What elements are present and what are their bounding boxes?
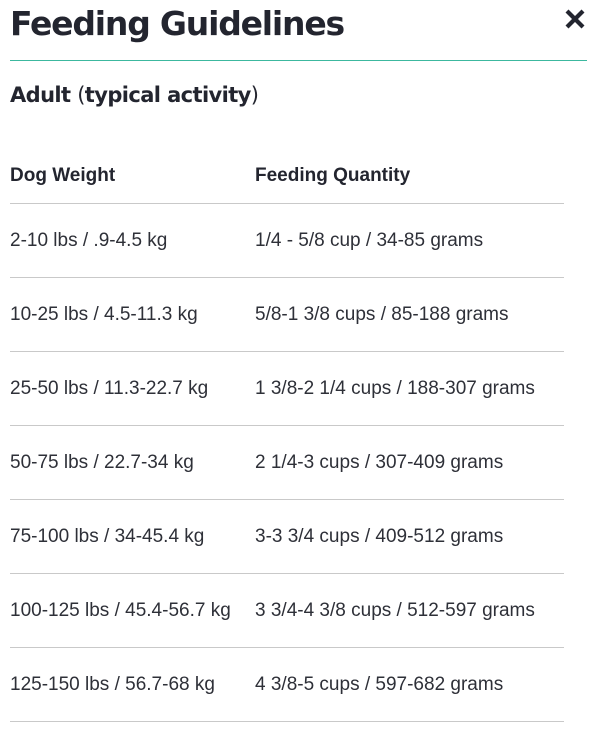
feeding-quantity-cell: 3-3 3/4 cups / 409-512 grams (255, 499, 564, 574)
section-heading: Adult (typical activity) (10, 80, 259, 110)
activity-label: typical activity (84, 83, 252, 107)
header-dog-weight: Dog Weight (10, 148, 255, 204)
feeding-quantity-cell: 3 3/4-4 3/8 cups / 512-597 grams (255, 573, 564, 648)
title-divider (10, 60, 587, 61)
table-row: 100-125 lbs / 45.4-56.7 kg 3 3/4-4 3/8 c… (10, 573, 564, 648)
table-row: 10-25 lbs / 4.5-11.3 kg 5/8-1 3/8 cups /… (10, 277, 564, 352)
table-row: 2-10 lbs / .9-4.5 kg 1/4 - 5/8 cup / 34-… (10, 203, 564, 278)
close-button[interactable] (562, 6, 588, 32)
feeding-quantity-cell: 2 1/4-3 cups / 307-409 grams (255, 425, 564, 500)
close-icon (565, 9, 585, 29)
header-feeding-quantity: Feeding Quantity (255, 148, 564, 204)
feeding-quantity-cell: 5/8-1 3/8 cups / 85-188 grams (255, 277, 564, 352)
close-paren: ) (250, 83, 259, 107)
table-row: 125-150 lbs / 56.7-68 kg 4 3/8-5 cups / … (10, 647, 564, 722)
dog-weight-cell: 2-10 lbs / .9-4.5 kg (10, 203, 255, 278)
life-stage-label: Adult (10, 83, 71, 107)
table-row: 50-75 lbs / 22.7-34 kg 2 1/4-3 cups / 30… (10, 425, 564, 500)
table-row: 75-100 lbs / 34-45.4 kg 3-3 3/4 cups / 4… (10, 499, 564, 574)
modal-title: Feeding Guidelines (10, 4, 345, 43)
dog-weight-cell: 50-75 lbs / 22.7-34 kg (10, 425, 255, 500)
dog-weight-cell: 75-100 lbs / 34-45.4 kg (10, 499, 255, 574)
table-header-row: Dog Weight Feeding Quantity (10, 148, 564, 204)
feeding-table: Dog Weight Feeding Quantity 2-10 lbs / .… (10, 148, 564, 722)
dog-weight-cell: 100-125 lbs / 45.4-56.7 kg (10, 573, 255, 648)
feeding-quantity-cell: 1 3/8-2 1/4 cups / 188-307 grams (255, 351, 564, 426)
dog-weight-cell: 25-50 lbs / 11.3-22.7 kg (10, 351, 255, 426)
dog-weight-cell: 10-25 lbs / 4.5-11.3 kg (10, 277, 255, 352)
table-row: 25-50 lbs / 11.3-22.7 kg 1 3/8-2 1/4 cup… (10, 351, 564, 426)
open-paren: ( (77, 83, 85, 107)
dog-weight-cell: 125-150 lbs / 56.7-68 kg (10, 647, 255, 722)
feeding-quantity-cell: 4 3/8-5 cups / 597-682 grams (255, 647, 564, 722)
feeding-quantity-cell: 1/4 - 5/8 cup / 34-85 grams (255, 203, 564, 278)
